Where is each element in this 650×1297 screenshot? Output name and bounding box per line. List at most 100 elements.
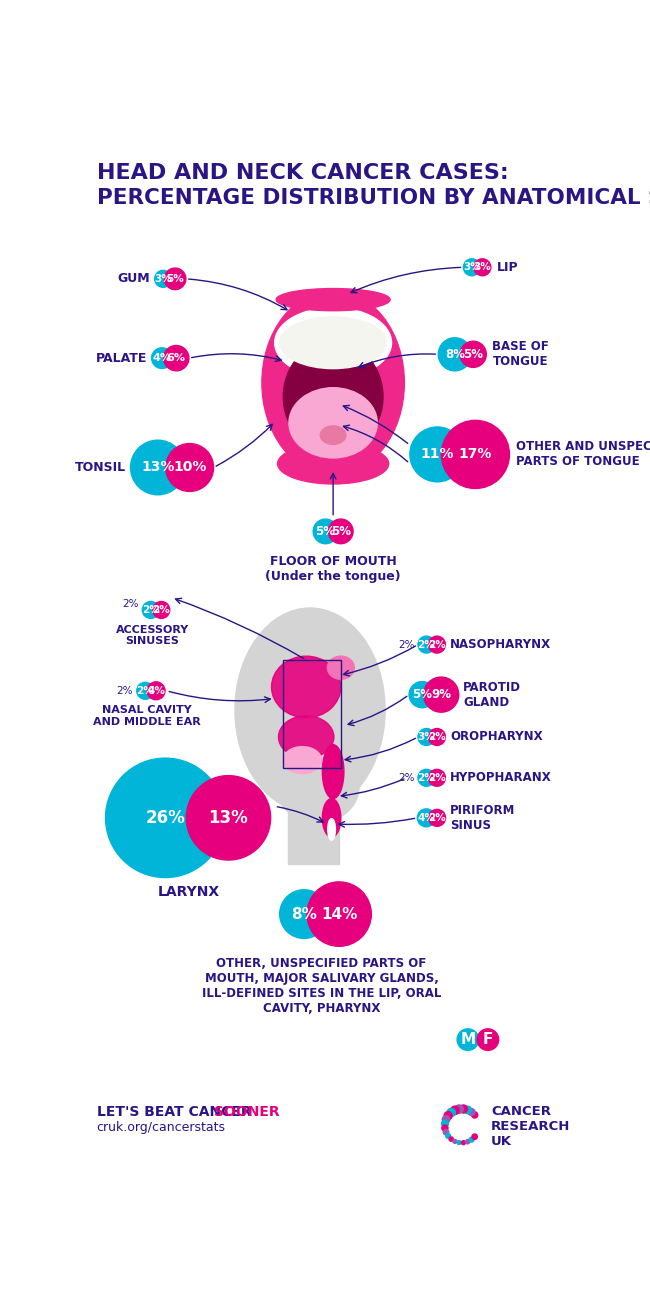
Circle shape — [418, 636, 435, 654]
Circle shape — [442, 1124, 448, 1131]
Ellipse shape — [278, 444, 389, 484]
Text: 2%: 2% — [142, 604, 160, 615]
Ellipse shape — [283, 747, 322, 773]
Circle shape — [418, 769, 435, 786]
Text: OTHER, UNSPECIFIED PARTS OF
MOUTH, MAJOR SALIVARY GLANDS,
ILL-DEFINED SITES IN T: OTHER, UNSPECIFIED PARTS OF MOUTH, MAJOR… — [202, 957, 441, 1016]
Text: 14%: 14% — [321, 907, 358, 922]
Text: LIP: LIP — [497, 261, 519, 274]
Ellipse shape — [276, 288, 390, 311]
Circle shape — [153, 602, 170, 619]
Circle shape — [328, 519, 353, 543]
Text: GUM: GUM — [118, 272, 150, 285]
Text: 2%: 2% — [428, 732, 446, 742]
Circle shape — [417, 809, 436, 826]
Text: LARYNX: LARYNX — [158, 886, 220, 899]
Text: OTHER AND UNSPECIFIED
PARTS OF TONGUE: OTHER AND UNSPECIFIED PARTS OF TONGUE — [515, 441, 650, 468]
Text: 3%: 3% — [463, 262, 481, 272]
Text: NASOPHARYNX: NASOPHARYNX — [450, 638, 551, 651]
Text: 2%: 2% — [398, 639, 415, 650]
Text: NASAL CAVITY
AND MIDDLE EAR: NASAL CAVITY AND MIDDLE EAR — [93, 706, 201, 728]
Ellipse shape — [276, 751, 359, 822]
Circle shape — [307, 882, 371, 947]
Circle shape — [449, 1137, 453, 1141]
Circle shape — [147, 682, 165, 700]
Circle shape — [164, 268, 186, 289]
Circle shape — [447, 1109, 456, 1117]
Circle shape — [446, 1134, 450, 1139]
Text: 2%: 2% — [428, 773, 446, 783]
Text: 2%: 2% — [152, 604, 170, 615]
Circle shape — [105, 759, 225, 878]
Text: 3%: 3% — [473, 262, 491, 272]
Circle shape — [460, 1105, 467, 1113]
Circle shape — [131, 440, 185, 494]
Text: 2%: 2% — [428, 639, 446, 650]
Text: FLOOR OF MOUTH
(Under the tongue): FLOOR OF MOUTH (Under the tongue) — [265, 555, 401, 582]
Circle shape — [442, 1115, 450, 1123]
Circle shape — [186, 776, 270, 860]
Text: 3%: 3% — [417, 732, 436, 742]
Ellipse shape — [320, 425, 346, 445]
Text: 5%: 5% — [412, 689, 432, 702]
Circle shape — [151, 348, 172, 368]
Ellipse shape — [262, 291, 404, 475]
Text: 13%: 13% — [141, 460, 175, 475]
Text: 9%: 9% — [431, 689, 451, 702]
Text: 5%: 5% — [166, 274, 184, 284]
Circle shape — [164, 345, 189, 371]
Circle shape — [280, 890, 328, 939]
Ellipse shape — [272, 656, 341, 717]
Circle shape — [428, 636, 445, 654]
Text: 4%: 4% — [153, 353, 172, 363]
Circle shape — [450, 1106, 459, 1114]
Circle shape — [468, 1109, 475, 1115]
Text: HYPOPHARANX: HYPOPHARANX — [450, 772, 552, 785]
Text: 26%: 26% — [146, 809, 185, 827]
Text: 4%: 4% — [417, 813, 436, 822]
Circle shape — [313, 519, 338, 543]
Circle shape — [457, 1029, 478, 1051]
Circle shape — [463, 259, 480, 276]
Circle shape — [424, 677, 459, 712]
Text: 5%: 5% — [463, 348, 483, 361]
Circle shape — [155, 270, 172, 288]
Text: TONSIL: TONSIL — [75, 460, 126, 473]
Circle shape — [453, 1139, 457, 1144]
Circle shape — [441, 1121, 448, 1127]
Circle shape — [443, 1130, 448, 1135]
Circle shape — [455, 1105, 463, 1113]
Text: 2%: 2% — [417, 773, 436, 783]
Circle shape — [472, 1134, 477, 1140]
Circle shape — [460, 341, 486, 367]
Ellipse shape — [283, 341, 383, 453]
Circle shape — [418, 729, 435, 746]
Text: ACCESSORY
SINUSES: ACCESSORY SINUSES — [116, 625, 188, 646]
Ellipse shape — [328, 656, 354, 680]
Text: 2%: 2% — [428, 813, 446, 822]
Ellipse shape — [322, 799, 341, 837]
Text: HEAD AND NECK CANCER CASES:: HEAD AND NECK CANCER CASES: — [97, 163, 508, 183]
Circle shape — [410, 427, 465, 481]
Circle shape — [457, 1140, 461, 1144]
Ellipse shape — [278, 716, 334, 759]
Ellipse shape — [280, 316, 387, 368]
Text: PAROTID
GLAND: PAROTID GLAND — [463, 681, 521, 708]
Text: 8%: 8% — [445, 348, 465, 361]
Text: 3%: 3% — [154, 274, 172, 284]
Text: PERCENTAGE DISTRIBUTION BY ANATOMICAL SITE: PERCENTAGE DISTRIBUTION BY ANATOMICAL SI… — [97, 188, 650, 208]
Circle shape — [142, 602, 159, 619]
Text: PIRIFORM
SINUS: PIRIFORM SINUS — [450, 804, 515, 831]
Text: 6%: 6% — [167, 353, 186, 363]
Circle shape — [441, 420, 510, 489]
Circle shape — [166, 444, 214, 492]
Text: 5%: 5% — [315, 525, 335, 538]
Ellipse shape — [235, 608, 385, 812]
Text: 13%: 13% — [209, 809, 248, 827]
Text: cruk.org/cancerstats: cruk.org/cancerstats — [97, 1121, 226, 1134]
Text: 2%: 2% — [122, 599, 138, 608]
Ellipse shape — [322, 744, 344, 799]
Circle shape — [462, 1141, 465, 1145]
Text: 11%: 11% — [421, 447, 454, 462]
Circle shape — [464, 1106, 471, 1114]
Circle shape — [477, 1029, 499, 1051]
